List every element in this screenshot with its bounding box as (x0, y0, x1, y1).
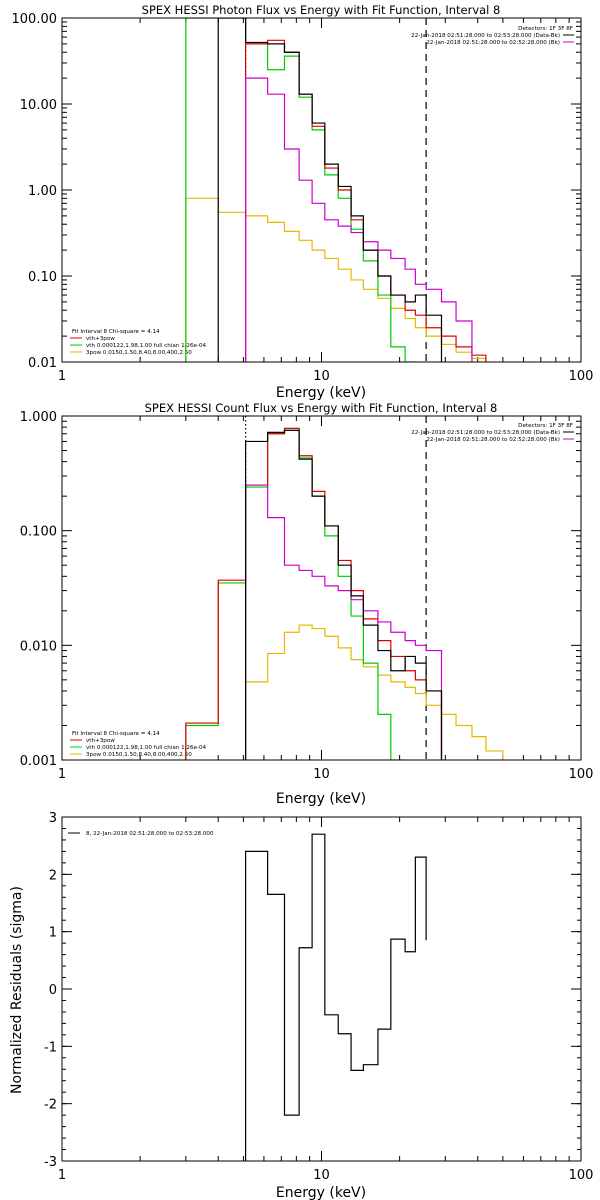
residuals-axes-frame (61, 816, 582, 1162)
count-flux-xlabel: Energy (keV) (276, 791, 366, 807)
photon-time-legend-data: 22-Jan-2018 02:51:28.000 to 02:53:28.000… (411, 33, 560, 39)
residuals-x-tick-label: 10 (313, 1168, 330, 1183)
photon-x-tick-label: 1 (58, 369, 66, 384)
photon-series-data-bk (217, 18, 443, 362)
count-detectors-label: Detectors: 1F 3F 8F (518, 423, 573, 429)
count-fit-legend-total: vth+3pow (86, 738, 115, 744)
count-y-tick-label: 1.000 (20, 410, 57, 425)
residuals-panel: Energy (keV) Normalized Residuals (sigma… (9, 831, 366, 1200)
photon-x-tick-label: 10 (313, 369, 330, 384)
residuals-ylabel: Normalized Residuals (sigma) (9, 886, 25, 1094)
count-x-tick-label: 100 (569, 767, 594, 782)
photon-time-legend-bk: 22-Jan-2018 02:51:28.000 to 02:52:28.000… (426, 40, 560, 46)
residuals-y-tick-label: 2 (49, 868, 57, 883)
count-fit-legend-3pow: 3pow 0.0150,1.50,8.40,8.00,400,2.50 (86, 752, 192, 758)
count-x-tick-label: 1 (58, 767, 66, 782)
residuals-series-group (245, 833, 427, 1161)
count-y-tick-label: 0.001 (20, 754, 57, 769)
residuals-y-tick-label: -3 (44, 1155, 57, 1170)
photon-y-tick-label: 0.01 (28, 356, 57, 371)
photon-axes-frame (61, 17, 582, 363)
photon-fit-legend-chi: Fit Interval 8 Chi-square = 4.14 (72, 329, 160, 335)
count-flux-title: SPEX HESSI Count Flux vs Energy with Fit… (145, 401, 498, 415)
photon-detectors-label: Detectors: 1F 3F 8F (518, 26, 573, 32)
photon-plot-area: 1 10 100 100.00 10.00 1.00 0.10 0.01 (12, 12, 594, 384)
count-series-group (185, 416, 504, 760)
count-x-tick-label: 10 (313, 767, 330, 782)
count-series-bk (245, 484, 443, 760)
count-time-legend-bk: 22-Jan-2018 02:51:28.000 to 02:52:28.000… (426, 437, 560, 443)
residuals-y-tick-label: -1 (44, 1040, 57, 1055)
count-series-3pow (245, 624, 504, 760)
photon-flux-xlabel: Energy (keV) (276, 385, 366, 401)
photon-series-3pow (185, 197, 487, 362)
count-y-tick-label: 0.010 (20, 639, 57, 654)
photon-series-group (185, 18, 487, 362)
count-axes-frame (61, 415, 582, 761)
photon-x-tick-label: 100 (569, 369, 594, 384)
residuals-x-tick-label: 100 (569, 1168, 594, 1183)
residuals-series-residuals (245, 833, 427, 1161)
residuals-legend-label: 8, 22-Jan-2018 02:51:28.000 to 02:53:28.… (86, 831, 214, 837)
photon-y-tick-label: 10.00 (20, 98, 57, 113)
count-series-data-bk (245, 429, 443, 760)
residuals-y-tick-label: 1 (49, 926, 57, 941)
photon-fit-legend-vth: vth 0.000122,1.98,1.00 full chian 1.26e-… (86, 343, 207, 349)
photon-series-vth (185, 18, 416, 362)
count-plot-area: 1 10 100 1.000 0.100 0.010 0.001 (20, 410, 594, 782)
residuals-y-tick-label: -2 (44, 1098, 57, 1113)
photon-fit-legend-total: vth+3pow (86, 336, 115, 342)
count-flux-panel: SPEX HESSI Count Flux vs Energy with Fit… (70, 401, 574, 807)
residuals-x-tick-label: 1 (58, 1168, 66, 1183)
residuals-xlabel: Energy (keV) (276, 1185, 366, 1200)
count-series-vth-3pow (185, 427, 443, 760)
photon-y-tick-label: 1.00 (28, 184, 57, 199)
residuals-y-tick-label: 3 (49, 811, 57, 826)
photon-series-vth-3pow (245, 39, 487, 362)
count-time-legend-data: 22-Jan-2018 02:51:28.000 to 02:53:28.000… (411, 430, 560, 436)
photon-y-tick-label: 100.00 (12, 12, 58, 27)
photon-fit-legend-3pow: 3pow 0.0150,1.50,8.40,8.00,400,2.50 (86, 350, 192, 356)
count-y-tick-label: 0.100 (20, 525, 57, 540)
photon-flux-title: SPEX HESSI Photon Flux vs Energy with Fi… (142, 3, 501, 17)
photon-y-tick-label: 0.10 (28, 270, 57, 285)
count-fit-legend-chi: Fit Interval 8 Chi-square = 4.14 (72, 731, 160, 737)
residuals-y-tick-label: 0 (49, 983, 57, 998)
photon-flux-panel: SPEX HESSI Photon Flux vs Energy with Fi… (70, 3, 574, 401)
count-fit-legend-vth: vth 0.000122,1.98,1.00 full chian 1.26e-… (86, 745, 207, 751)
